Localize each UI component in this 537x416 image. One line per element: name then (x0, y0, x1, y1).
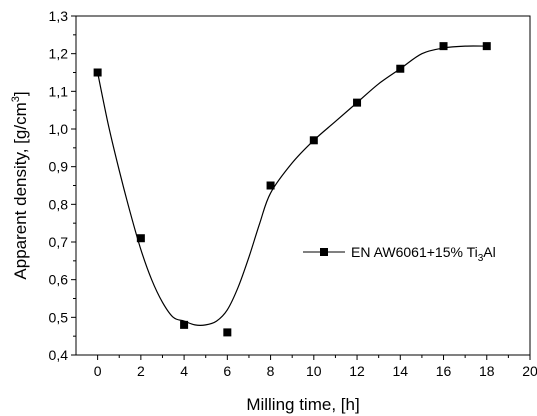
x-tick-label: 12 (349, 363, 365, 379)
legend-label-end: Al (483, 244, 495, 260)
x-axis: 0 2 4 6 8 10 12 14 16 18 20 (94, 355, 537, 379)
data-point (396, 64, 405, 73)
y-tick-label: 0,5 (49, 309, 69, 325)
x-tick-label: 10 (306, 363, 322, 379)
legend-label: EN AW6061+15% Ti3Al (351, 244, 496, 264)
y-tick-label: 0,7 (49, 234, 69, 250)
y-tick-label: 1,0 (49, 121, 69, 137)
y-tick-label: 1,3 (49, 8, 69, 24)
y-tick-label: 0,6 (49, 272, 69, 288)
data-point (266, 181, 275, 190)
data-point (93, 68, 102, 77)
y-axis: 0,4 0,5 0,6 0,7 0,8 0,9 1,0 1,1 1,2 1,3 (49, 8, 76, 363)
legend-label-main: EN AW6061+15% Ti (351, 244, 478, 260)
y-axis-title-main: Apparent density, [g/cm (11, 102, 30, 279)
data-point (180, 320, 189, 329)
y-tick-label: 1,2 (49, 46, 69, 62)
legend-square-marker (320, 248, 328, 256)
fit-curve-layer (97, 45, 487, 326)
y-tick-label: 0,4 (49, 347, 69, 363)
x-tick-label: 16 (436, 363, 452, 379)
x-tick-label: 18 (479, 363, 495, 379)
data-point (309, 136, 318, 145)
x-tick-label: 8 (267, 363, 275, 379)
y-axis-title-superscript: 3 (10, 96, 22, 102)
y-tick-label: 1,1 (49, 83, 69, 99)
data-point (223, 328, 232, 337)
plot-area (75, 15, 531, 356)
data-point (482, 42, 491, 51)
data-points (93, 42, 491, 337)
legend-label-subscript: 3 (478, 253, 484, 264)
fit-curve (97, 45, 487, 326)
y-tick-label: 0,8 (49, 196, 69, 212)
x-tick-label: 4 (180, 363, 188, 379)
x-tick-label: 14 (392, 363, 408, 379)
data-point (439, 42, 448, 51)
data-point (353, 98, 362, 107)
y-axis-title-end: ] (11, 91, 30, 96)
x-tick-label: 2 (137, 363, 145, 379)
plot-frame (75, 15, 531, 356)
x-axis-title: Milling time, [h] (246, 395, 359, 414)
data-point (136, 234, 145, 243)
x-tick-label: 20 (522, 363, 537, 379)
y-axis-title: Apparent density, [g/cm3] (10, 91, 30, 279)
x-tick-label: 6 (223, 363, 231, 379)
x-tick-label: 0 (94, 363, 102, 379)
legend: EN AW6061+15% Ti3Al (303, 244, 496, 264)
y-tick-label: 0,9 (49, 159, 69, 175)
